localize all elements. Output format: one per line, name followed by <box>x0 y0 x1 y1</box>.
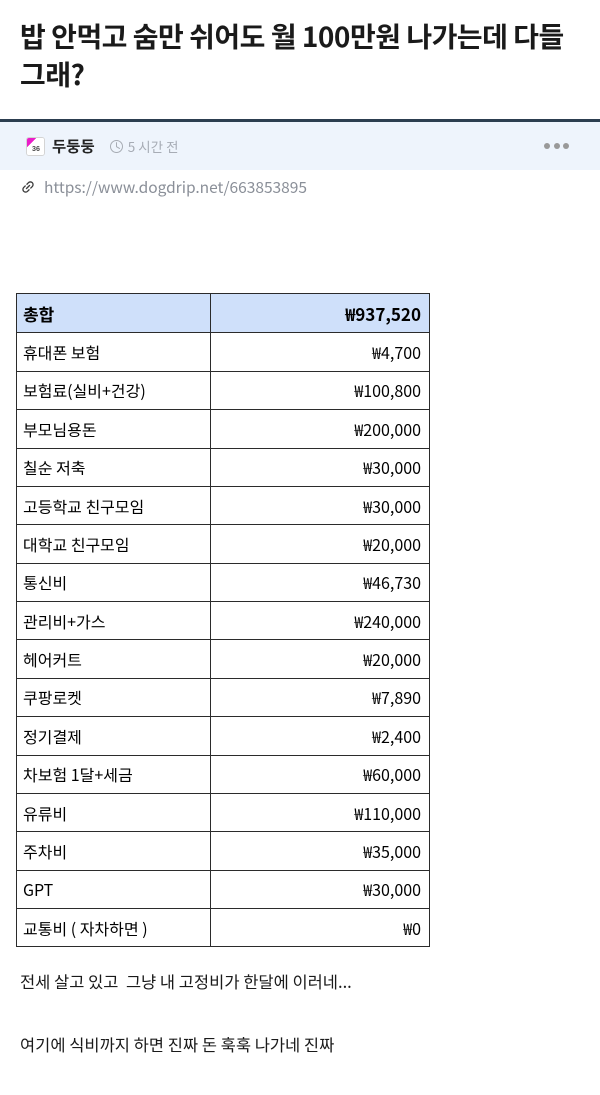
svg-text:36: 36 <box>32 144 40 152</box>
